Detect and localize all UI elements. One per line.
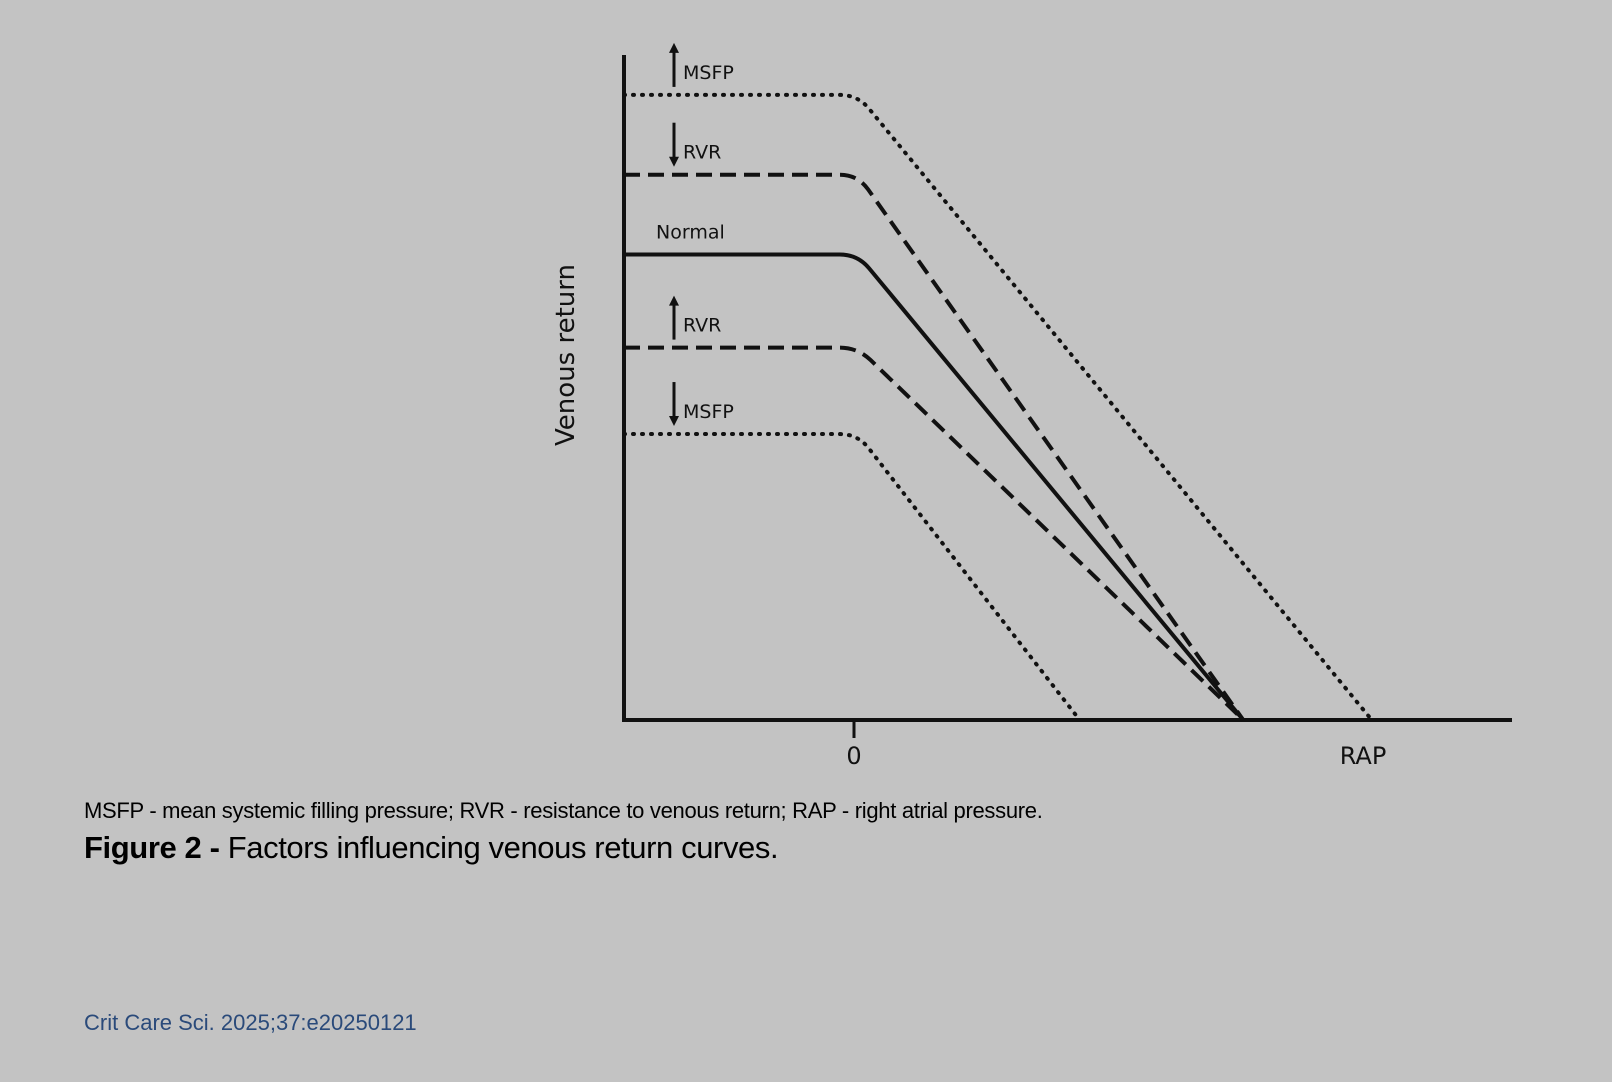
figure-caption: Figure 2 - Factors influencing venous re…	[84, 830, 779, 866]
curve-label-up-rvr: RVR	[683, 315, 721, 337]
arrow-down-icon	[669, 382, 679, 427]
figure-caption-text: Factors influencing venous return curves…	[219, 830, 779, 865]
curve-dashed-up-rvr	[624, 345, 1245, 722]
venous-return-chart: 0 RAP Venous return MSFP RVR Normal RVR MSFP	[551, 42, 1512, 770]
curve-label-normal-normal: Normal	[656, 222, 725, 244]
x-tick-zero: 0	[846, 742, 861, 770]
arrow-up-icon	[669, 295, 679, 340]
curve-label-down-msfp: MSFP	[683, 401, 734, 423]
curve-dotted-down-msfp	[622, 432, 1082, 722]
arrow-up-icon	[669, 42, 679, 87]
curves-group	[622, 92, 1374, 722]
arrow-down-icon	[669, 122, 679, 167]
journal-citation: Crit Care Sci. 2025;37:e20250121	[84, 1010, 417, 1035]
curve-label-down-rvr: RVR	[683, 142, 721, 164]
labels-group: MSFP RVR Normal RVR MSFP	[656, 42, 734, 427]
figure-label: Figure 2 -	[84, 830, 220, 865]
curve-solid-normal-normal	[624, 252, 1245, 722]
y-axis-label: Venous return	[551, 264, 581, 446]
abbreviations-footnote: MSFP - mean systemic filling pressure; R…	[84, 798, 1043, 823]
curve-label-up-msfp: MSFP	[683, 62, 734, 84]
curve-dotted-up-msfp	[622, 92, 1374, 722]
curve-dashed-down-rvr	[624, 172, 1245, 722]
x-axis-label: RAP	[1340, 742, 1387, 770]
